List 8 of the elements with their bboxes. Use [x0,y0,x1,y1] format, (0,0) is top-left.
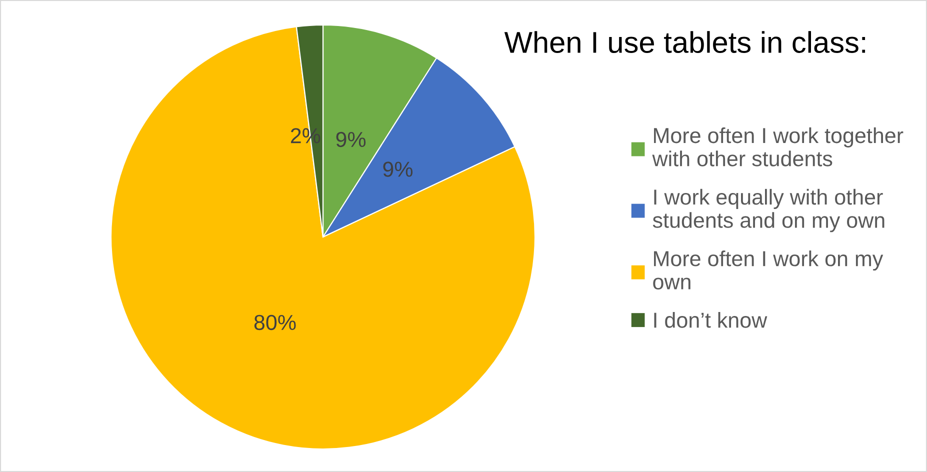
legend-label: More often I work together with other students [652,127,904,166]
legend-label: I work equally with other students and on my own [652,188,884,232]
data-label: 9% [383,162,413,177]
data-label: 9% [336,132,366,148]
data-label: 80% [254,314,296,330]
chart-title: When I use tablets in class: [504,31,866,54]
legend-label: More often I work on my own [653,250,884,290]
legend-label: I don’t know [654,312,768,328]
